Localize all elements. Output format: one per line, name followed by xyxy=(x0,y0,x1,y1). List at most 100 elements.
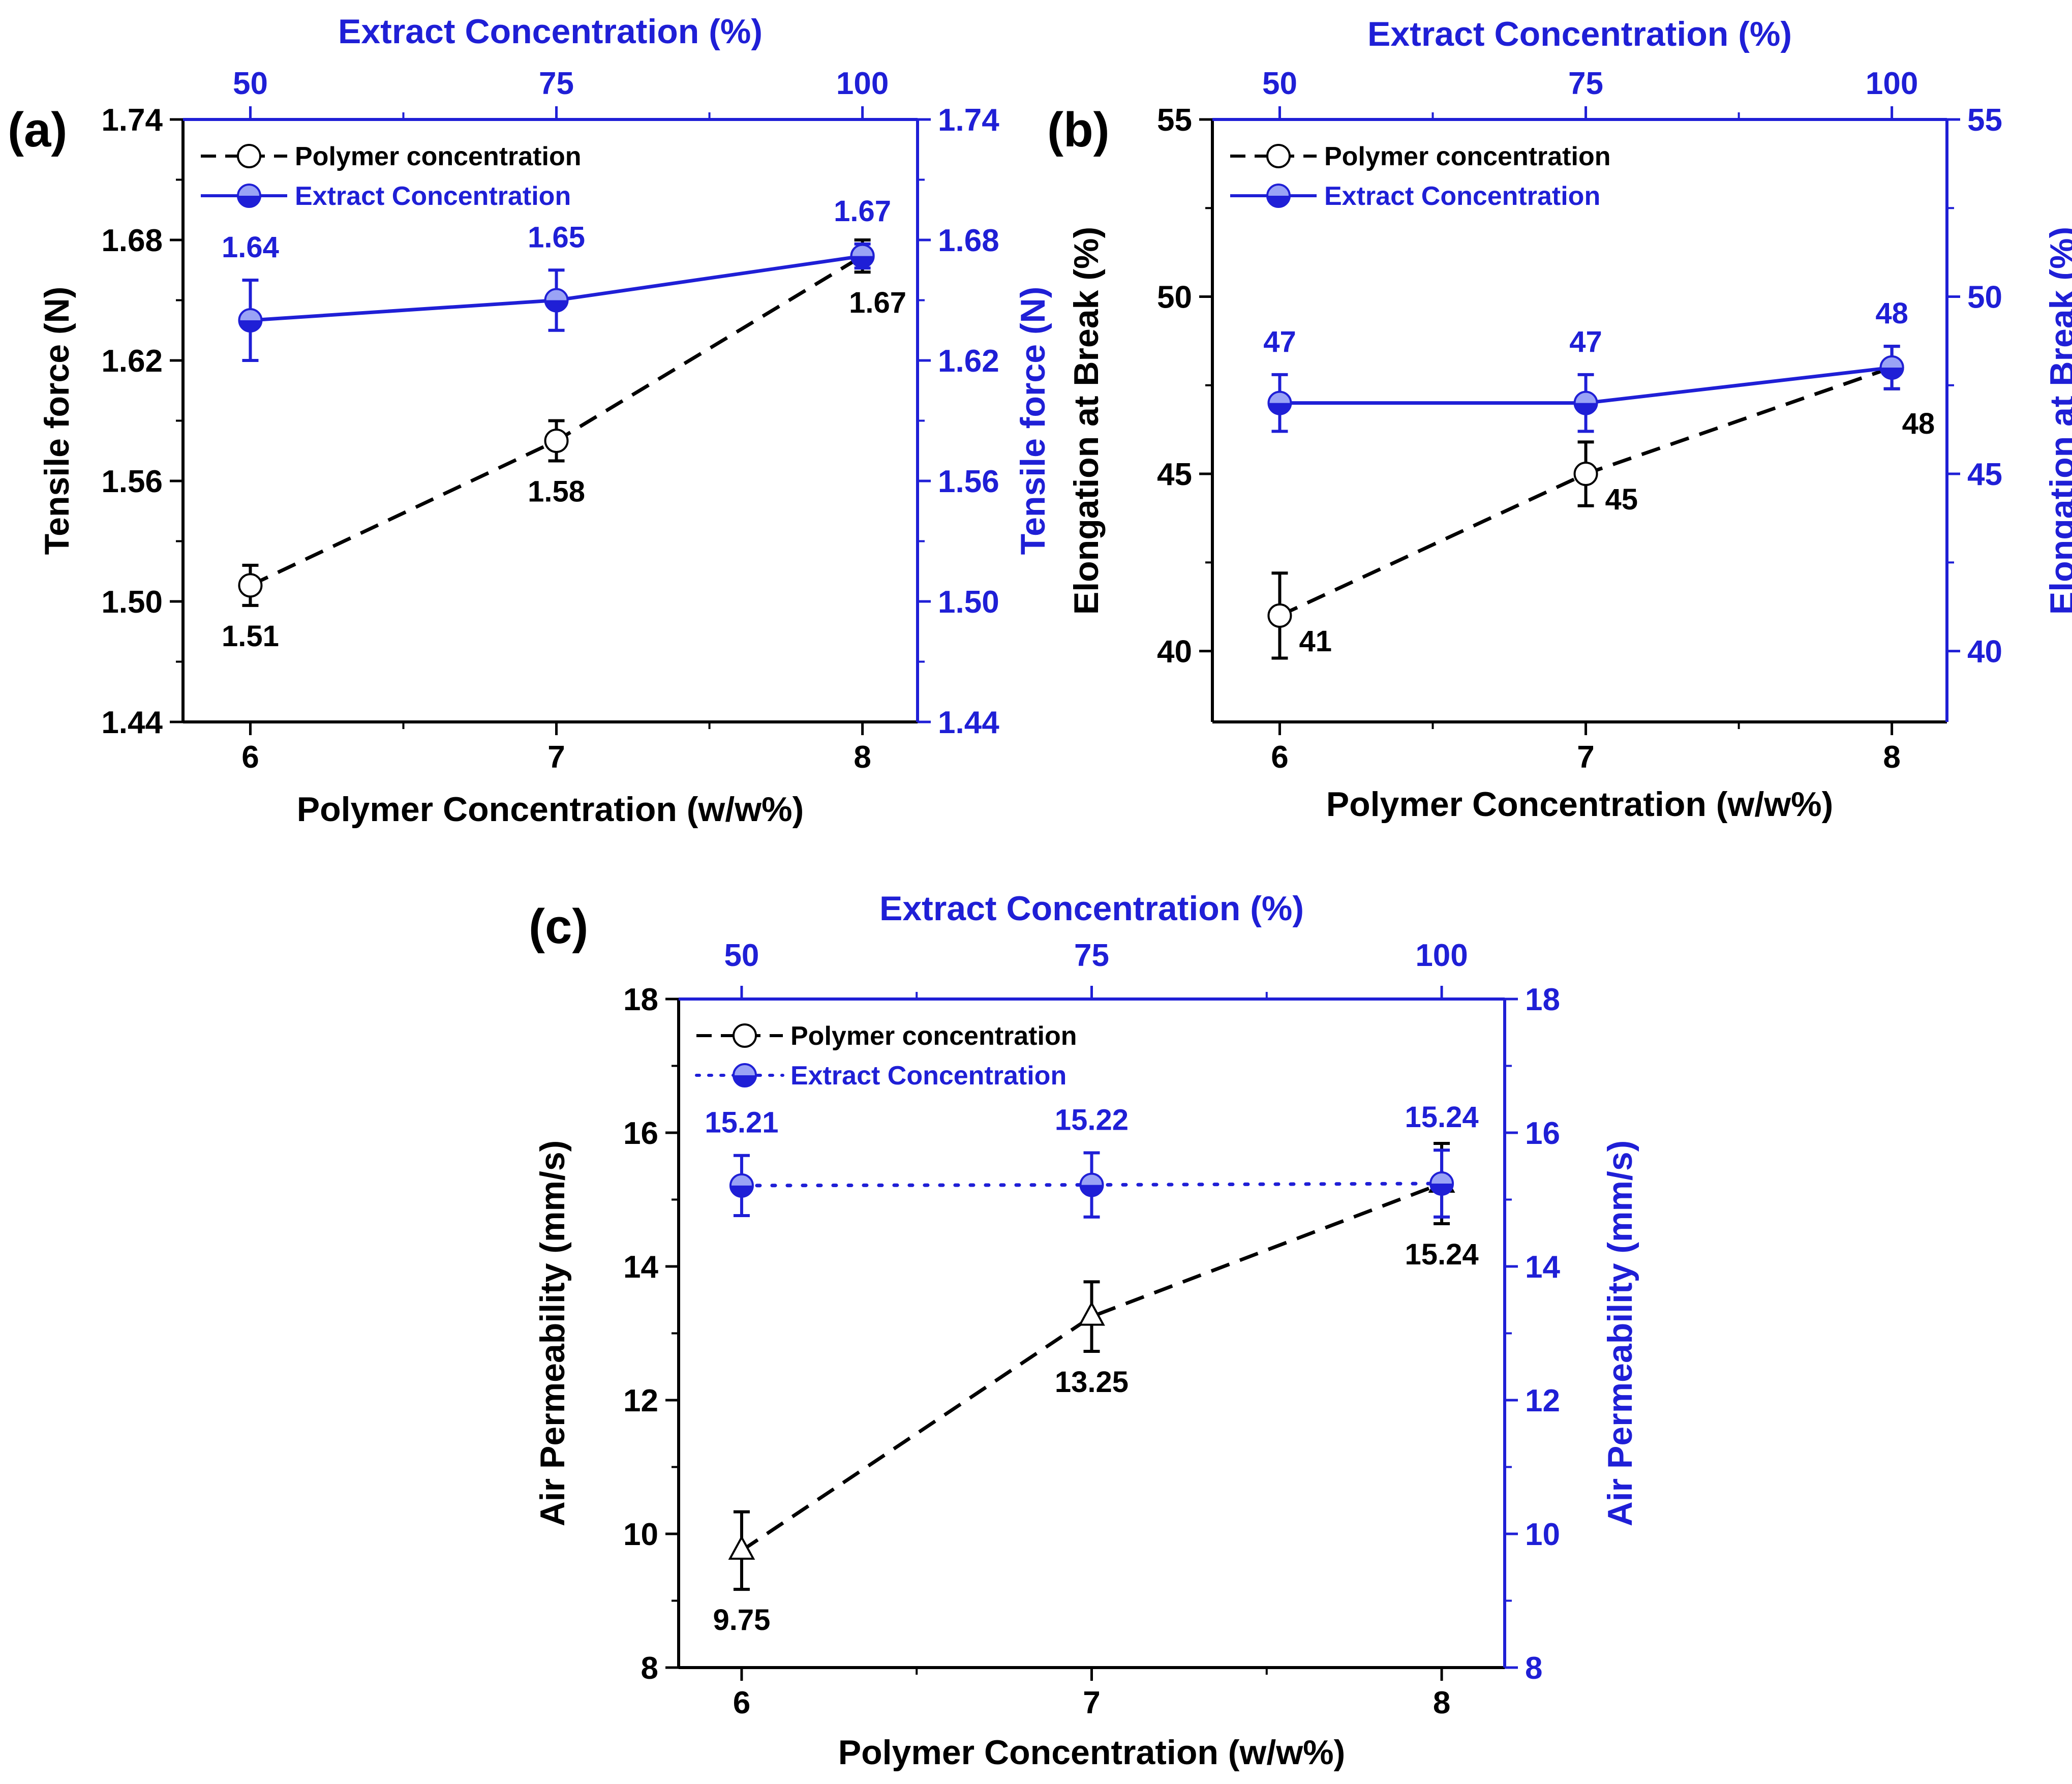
left-y-tick-label: 12 xyxy=(623,1383,658,1418)
left-y-axis-title: Tensile force (N) xyxy=(38,287,76,555)
data-label: 41 xyxy=(1299,625,1332,658)
right-y-tick-label: 1.56 xyxy=(938,464,999,499)
x-tick-label: 6 xyxy=(733,1685,750,1720)
right-y-axis-title: Elongation at Break (%) xyxy=(2043,227,2072,615)
data-point xyxy=(1573,390,1598,415)
data-point xyxy=(1429,1171,1454,1196)
right-y-tick-label: 55 xyxy=(1967,103,2002,138)
left-y-tick-label: 16 xyxy=(623,1116,658,1151)
x-tick-label: 6 xyxy=(241,740,259,775)
top-tick-label: 50 xyxy=(724,938,759,973)
series-extract: 47 47 48 xyxy=(1263,297,1908,433)
data-point xyxy=(729,1173,754,1198)
legend: Polymer concentration Extract Concentrati… xyxy=(695,1021,1077,1091)
legend-item: Polymer concentration xyxy=(696,1021,1077,1051)
left-y-tick-label: 1.50 xyxy=(101,585,163,620)
data-label: 15.22 xyxy=(1055,1103,1129,1136)
top-tick-label: 100 xyxy=(1415,938,1468,973)
legend-marker xyxy=(1266,184,1291,208)
x-axis-title: Polymer Concentration (w/w%) xyxy=(838,1733,1345,1772)
data-label: 48 xyxy=(1902,407,1935,440)
legend-marker xyxy=(237,184,261,208)
series-line xyxy=(740,1182,1443,1552)
data-point xyxy=(850,244,875,268)
left-y-tick-label: 1.44 xyxy=(101,705,163,740)
data-point xyxy=(728,1535,755,1560)
right-y-tick-label: 1.74 xyxy=(938,103,999,138)
legend-label: Extract Concentration xyxy=(1324,182,1600,211)
right-y-tick-label: 1.44 xyxy=(938,705,999,740)
data-label: 15.24 xyxy=(1405,1238,1478,1271)
data-label: 1.51 xyxy=(222,620,279,653)
series-polymer: 41 45 48 xyxy=(1267,345,1935,660)
data-label: 1.67 xyxy=(849,286,906,319)
legend-label: Polymer concentration xyxy=(295,142,581,171)
top-axis-title: Extract Concentration (%) xyxy=(879,889,1304,928)
right-y-tick-label: 1.50 xyxy=(938,585,999,620)
legend-item: Polymer concentration xyxy=(201,142,581,171)
legend-item: Extract Concentration xyxy=(1230,182,1600,211)
left-y-tick-label: 45 xyxy=(1157,457,1192,492)
left-y-tick-label: 40 xyxy=(1157,634,1192,670)
right-y-tick-label: 50 xyxy=(1967,280,2002,315)
x-axis-title: Polymer Concentration (w/w%) xyxy=(1326,785,1833,824)
data-label: 45 xyxy=(1605,483,1638,516)
top-tick-label: 50 xyxy=(1262,66,1297,101)
data-label: 15.24 xyxy=(1405,1101,1478,1134)
series-extract: 1.64 1.65 1.67 xyxy=(222,195,891,362)
x-axis-title: Polymer Concentration (w/w%) xyxy=(297,790,804,829)
chart-panel-c: (c) 8 8 10 10 12 12 14 14 16 16 18 18 6 50 7 75 8 100 Polym… xyxy=(529,889,1639,1772)
left-y-tick-label: 1.68 xyxy=(101,223,163,258)
left-y-axis-title: Air Permeability (mm/s) xyxy=(533,1140,572,1527)
data-label: 13.25 xyxy=(1055,1366,1129,1399)
x-tick-label: 6 xyxy=(1271,740,1288,775)
right-y-tick-label: 10 xyxy=(1525,1517,1560,1552)
left-y-tick-label: 8 xyxy=(641,1651,658,1686)
legend-marker xyxy=(733,1063,757,1087)
right-y-tick-label: 18 xyxy=(1525,982,1560,1017)
legend-item: Polymer concentration xyxy=(1230,142,1610,171)
left-y-tick-label: 10 xyxy=(623,1517,658,1552)
right-y-tick-label: 1.62 xyxy=(938,344,999,379)
top-tick-label: 75 xyxy=(539,66,574,101)
data-label: 15.21 xyxy=(705,1106,778,1139)
chart-panel-b: (b) 40 40 45 45 50 50 55 55 6 50 7 75 8 100 Polymer Con… xyxy=(1047,15,2072,824)
right-y-axis-title: Air Permeability (mm/s) xyxy=(1601,1140,1639,1527)
left-y-axis-title: Elongation at Break (%) xyxy=(1067,227,1106,615)
right-y-tick-label: 40 xyxy=(1967,634,2002,670)
top-axis-title: Extract Concentration (%) xyxy=(338,12,763,51)
data-point xyxy=(1267,390,1292,415)
right-y-tick-label: 14 xyxy=(1525,1250,1560,1285)
x-tick-label: 7 xyxy=(1577,740,1594,775)
panel-label: (b) xyxy=(1047,103,1110,157)
x-tick-label: 8 xyxy=(1883,740,1900,775)
left-y-tick-label: 50 xyxy=(1157,280,1192,315)
left-y-tick-label: 1.74 xyxy=(101,103,163,138)
legend-label: Extract Concentration xyxy=(790,1061,1067,1091)
data-point xyxy=(1078,1301,1105,1326)
series-polymer: 9.75 13.25 15.24 xyxy=(713,1142,1479,1637)
data-point xyxy=(544,429,569,453)
top-tick-label: 100 xyxy=(836,66,889,101)
legend: Polymer concentration Extract Concentrati… xyxy=(1230,142,1610,211)
data-point xyxy=(238,308,263,332)
x-tick-label: 7 xyxy=(1083,1685,1100,1720)
right-y-tick-label: 1.68 xyxy=(938,223,999,258)
x-tick-label: 7 xyxy=(547,740,565,775)
data-label: 47 xyxy=(1263,325,1296,358)
right-y-tick-label: 8 xyxy=(1525,1651,1542,1686)
data-point xyxy=(1267,603,1292,628)
legend-marker xyxy=(237,144,261,168)
right-y-axis-title: Tensile force (N) xyxy=(1014,287,1052,555)
data-point xyxy=(1079,1172,1104,1197)
legend-item: Extract Concentration xyxy=(201,182,571,211)
right-y-tick-label: 12 xyxy=(1525,1383,1560,1418)
left-y-tick-label: 1.62 xyxy=(101,344,163,379)
left-y-tick-label: 55 xyxy=(1157,103,1192,138)
data-point xyxy=(1573,462,1598,487)
legend-item: Extract Concentration xyxy=(695,1061,1067,1091)
series-extract: 15.21 15.22 15.24 xyxy=(705,1101,1479,1219)
left-y-tick-label: 1.56 xyxy=(101,464,163,499)
x-tick-label: 8 xyxy=(854,740,871,775)
